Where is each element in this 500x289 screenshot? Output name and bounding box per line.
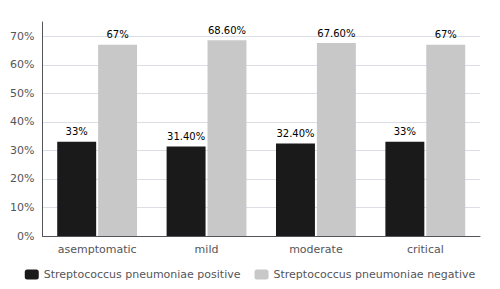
svg-text:31.40%: 31.40% bbox=[167, 131, 205, 142]
svg-text:67.60%: 67.60% bbox=[317, 28, 355, 39]
svg-text:68.60%: 68.60% bbox=[208, 25, 246, 36]
svg-text:0%: 0% bbox=[17, 230, 34, 243]
svg-text:50%: 50% bbox=[10, 87, 34, 100]
svg-text:30%: 30% bbox=[10, 144, 34, 157]
svg-text:33%: 33% bbox=[66, 126, 88, 137]
svg-text:67%: 67% bbox=[435, 29, 457, 40]
svg-text:moderate: moderate bbox=[289, 243, 343, 256]
svg-text:70%: 70% bbox=[10, 30, 34, 43]
svg-text:mild: mild bbox=[195, 243, 219, 256]
svg-text:67%: 67% bbox=[106, 29, 128, 40]
svg-text:10%: 10% bbox=[10, 201, 34, 214]
svg-text:20%: 20% bbox=[10, 172, 34, 185]
svg-text:critical: critical bbox=[407, 243, 444, 256]
svg-text:32.40%: 32.40% bbox=[276, 128, 314, 139]
svg-text:40%: 40% bbox=[10, 115, 34, 128]
svg-text:Streptococcus pneumoniae negat: Streptococcus pneumoniae negative bbox=[274, 268, 476, 281]
svg-text:33%: 33% bbox=[394, 126, 416, 137]
svg-text:60%: 60% bbox=[10, 58, 34, 71]
svg-text:Streptococcus pneumoniae posit: Streptococcus pneumoniae positive bbox=[44, 268, 241, 281]
svg-text:asemptomatic: asemptomatic bbox=[58, 243, 137, 256]
